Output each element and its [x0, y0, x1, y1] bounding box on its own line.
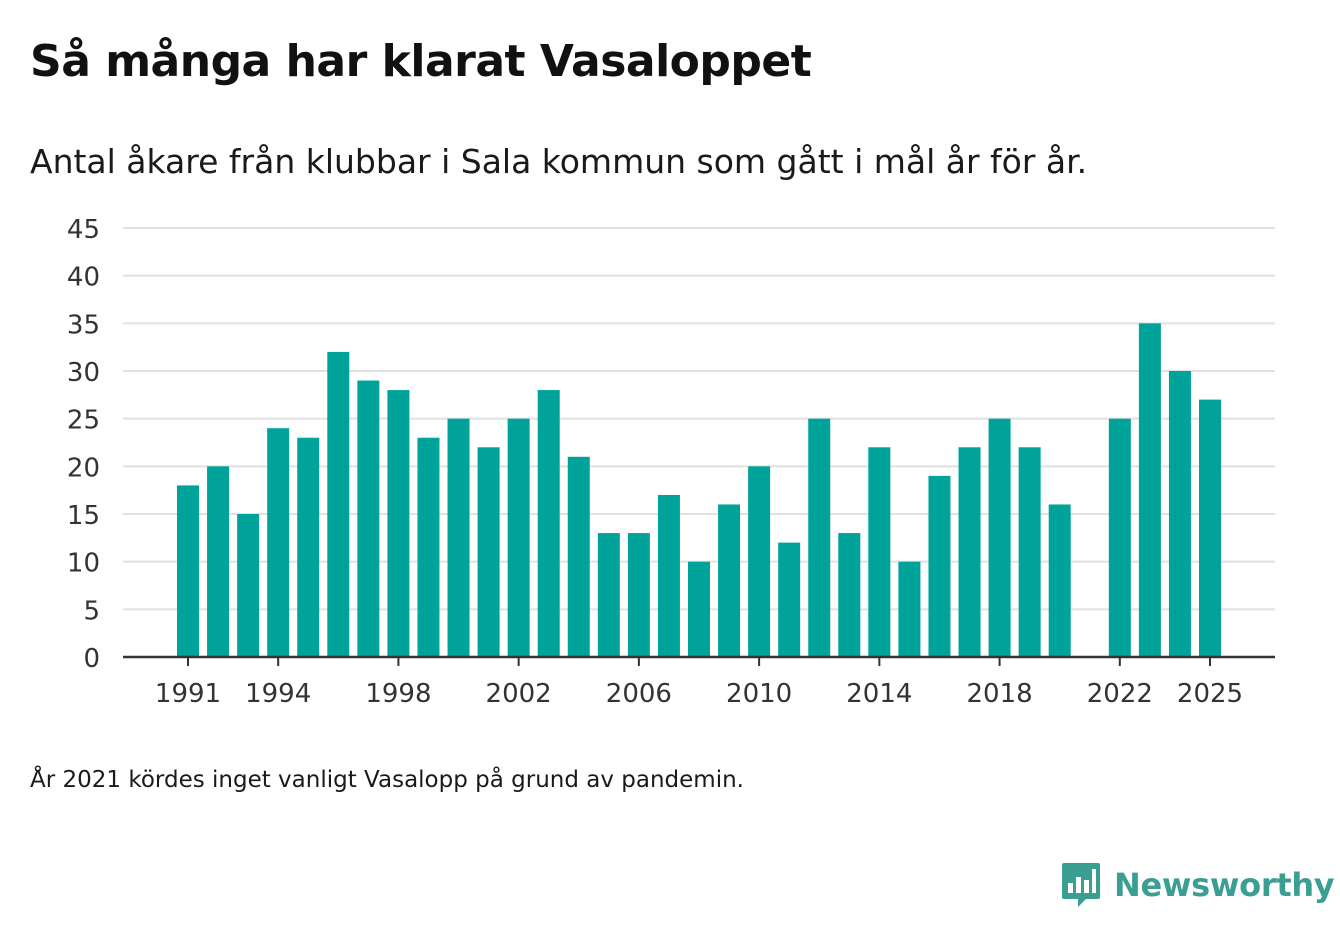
- x-tick-label: 2006: [606, 679, 672, 709]
- bar: [327, 351, 350, 657]
- bar: [237, 514, 260, 657]
- y-tick-label: 15: [67, 501, 100, 531]
- x-tick-label: 1998: [365, 679, 431, 709]
- x-tick-label: 2018: [967, 679, 1033, 709]
- bar: [477, 447, 500, 657]
- y-tick-labels: 0 5 10 15 20 25 30 35 40 45: [67, 215, 100, 674]
- chart-subtitle: Antal åkare från klubbar i Sala kommun s…: [30, 142, 1088, 181]
- footnote: År 2021 kördes inget vanligt Vasalopp på…: [30, 767, 744, 793]
- x-tick-label: 1994: [245, 679, 311, 709]
- x-tick-label: 2014: [846, 679, 912, 709]
- bar: [808, 418, 831, 657]
- bar: [567, 456, 590, 657]
- bar: [868, 447, 891, 657]
- y-tick-label: 40: [67, 263, 100, 293]
- gridlines: [123, 227, 1275, 611]
- y-tick-label: 30: [67, 358, 100, 388]
- bar: [357, 380, 380, 657]
- bar: [838, 533, 861, 657]
- bar: [507, 418, 530, 657]
- y-tick-label: 25: [67, 406, 100, 436]
- bar: [898, 561, 921, 657]
- bar: [1048, 504, 1071, 657]
- bar: [718, 504, 741, 657]
- bar: [657, 494, 680, 657]
- bar: [267, 428, 290, 657]
- x-tick-label: 2022: [1087, 679, 1153, 709]
- bar: [1138, 323, 1161, 657]
- bar: [387, 390, 410, 657]
- bar: [1018, 447, 1041, 657]
- bar: [207, 466, 230, 657]
- bar: [958, 447, 981, 657]
- x-tick-labels: 1991 1994 1998 2002 2006 2010 2014 2018 2022 2025: [155, 679, 1243, 709]
- bar: [177, 485, 199, 657]
- bar: [447, 418, 470, 657]
- x-tick-label: 2025: [1177, 679, 1243, 709]
- y-tick-label: 35: [67, 310, 100, 340]
- y-tick-label: 0: [83, 644, 100, 674]
- bar: [1199, 399, 1221, 657]
- brand-logo-link[interactable]: Newsworthy: [1060, 860, 1335, 910]
- bar: [1168, 371, 1191, 657]
- x-tick-label: 2002: [486, 679, 552, 709]
- x-tick-label: 1991: [155, 679, 221, 709]
- chart-title: Så många har klarat Vasaloppet: [30, 36, 812, 87]
- bar: [748, 466, 771, 657]
- bar: [988, 418, 1011, 657]
- newsworthy-logo-icon: [1062, 863, 1100, 907]
- bar: [778, 542, 801, 657]
- x-axis: [123, 655, 1275, 666]
- y-tick-label: 45: [67, 215, 100, 245]
- bar: [688, 561, 710, 657]
- bar: [928, 475, 951, 657]
- y-tick-label: 20: [67, 453, 100, 483]
- bar: [417, 437, 440, 657]
- bar: [297, 437, 320, 657]
- bar: [537, 390, 560, 657]
- y-tick-label: 10: [67, 549, 100, 579]
- x-tick-label: 2010: [726, 679, 792, 709]
- bar: [1108, 418, 1131, 657]
- y-tick-label: 5: [83, 596, 100, 626]
- bar: [597, 533, 620, 657]
- bar: [627, 533, 650, 657]
- bars: [177, 323, 1221, 657]
- brand-name: Newsworthy: [1114, 866, 1335, 904]
